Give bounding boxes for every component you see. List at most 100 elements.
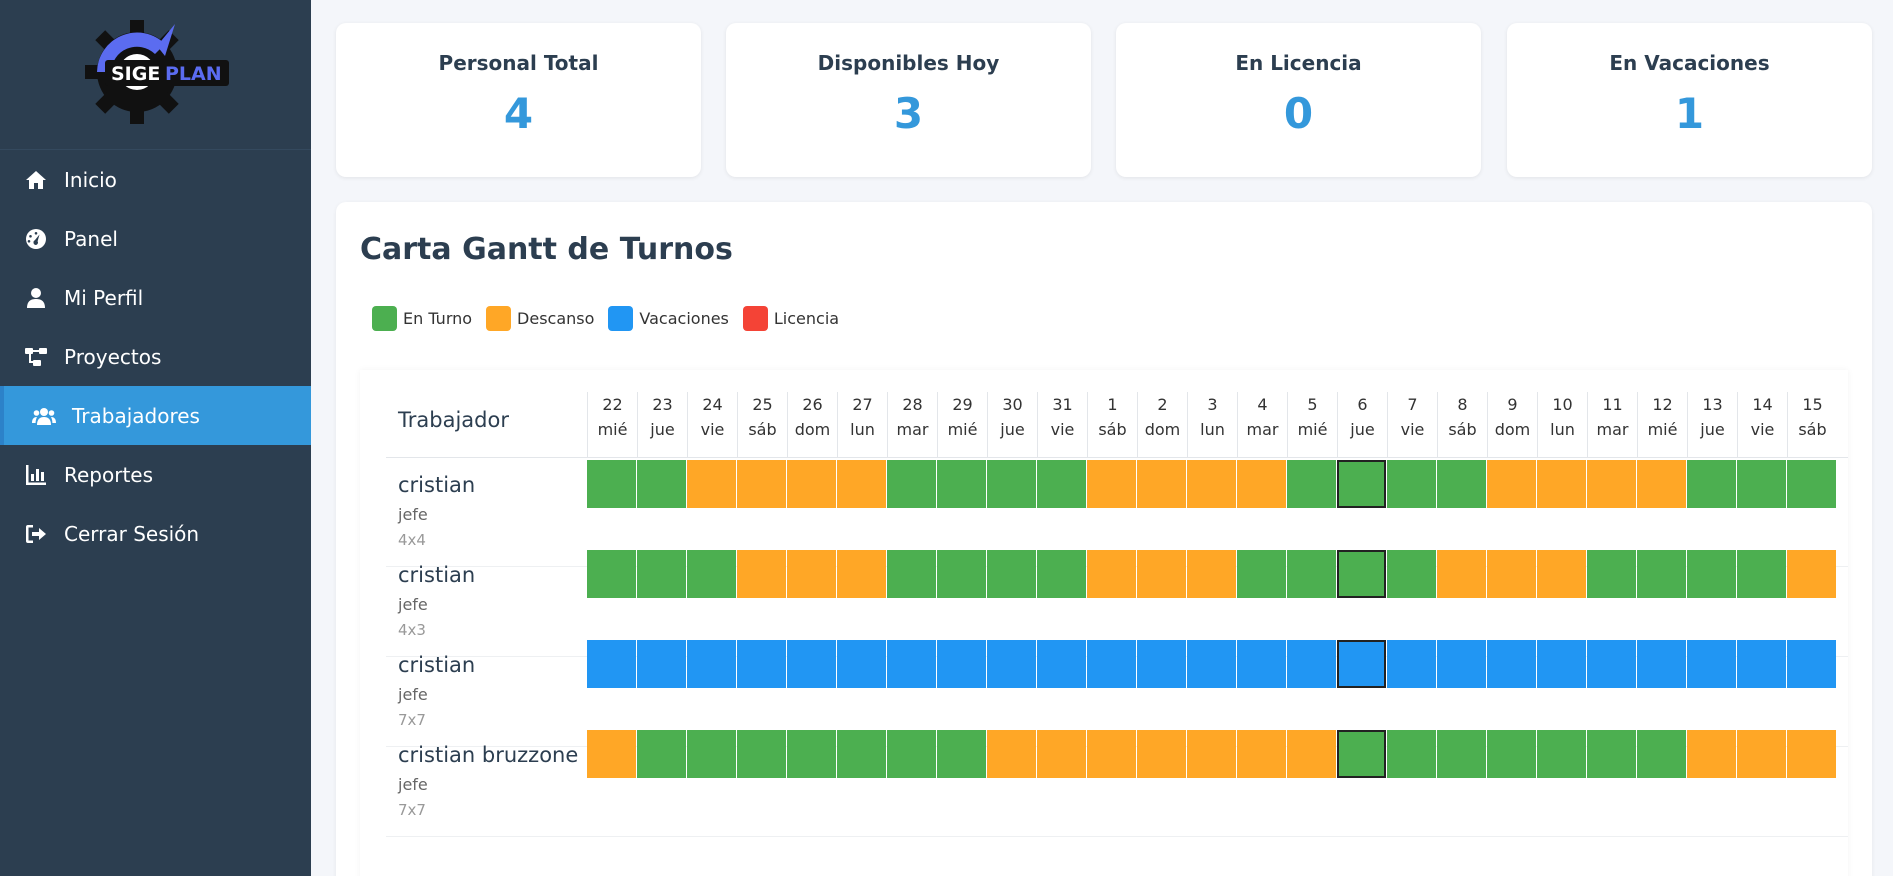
shift-cell[interactable] <box>887 730 936 778</box>
shift-cell[interactable] <box>737 640 786 688</box>
shift-cell[interactable] <box>1237 460 1286 508</box>
shift-cell[interactable] <box>1637 550 1686 598</box>
shift-cell[interactable] <box>687 460 736 508</box>
shift-cell[interactable] <box>987 550 1036 598</box>
shift-cell[interactable] <box>1537 730 1586 778</box>
shift-cell[interactable] <box>1437 730 1486 778</box>
shift-cell[interactable] <box>987 460 1036 508</box>
shift-cell[interactable] <box>1587 640 1636 688</box>
shift-cell[interactable] <box>1437 640 1486 688</box>
shift-cell[interactable] <box>637 640 686 688</box>
shift-cell[interactable] <box>587 550 636 598</box>
shift-cell[interactable] <box>637 460 686 508</box>
shift-cell[interactable] <box>787 640 836 688</box>
shift-cell[interactable] <box>1587 550 1636 598</box>
shift-cell[interactable] <box>937 550 986 598</box>
shift-cell[interactable] <box>937 460 986 508</box>
shift-cell[interactable] <box>1437 460 1486 508</box>
shift-cell[interactable] <box>837 730 886 778</box>
shift-cell[interactable] <box>1237 550 1286 598</box>
sidebar-item-reportes[interactable]: Reportes <box>0 445 311 504</box>
shift-cell[interactable] <box>787 460 836 508</box>
shift-cell[interactable] <box>687 550 736 598</box>
shift-cell[interactable] <box>1687 640 1736 688</box>
shift-cell[interactable] <box>1287 640 1336 688</box>
shift-cell[interactable] <box>987 640 1036 688</box>
shift-cell[interactable] <box>1187 640 1236 688</box>
shift-cell[interactable] <box>637 550 686 598</box>
sidebar-item-inicio[interactable]: Inicio <box>0 150 311 209</box>
shift-cell[interactable] <box>1287 730 1336 778</box>
shift-cell[interactable] <box>1587 730 1636 778</box>
shift-cell[interactable] <box>837 460 886 508</box>
shift-cell[interactable] <box>587 640 636 688</box>
shift-cell[interactable] <box>1787 550 1836 598</box>
shift-cell[interactable] <box>1287 550 1336 598</box>
shift-cell[interactable] <box>1337 640 1386 688</box>
shift-cell[interactable] <box>1087 730 1136 778</box>
sidebar-item-trabajadores[interactable]: Trabajadores <box>0 386 311 445</box>
shift-cell[interactable] <box>637 730 686 778</box>
shift-cell[interactable] <box>837 550 886 598</box>
sidebar-item-proyectos[interactable]: Proyectos <box>0 327 311 386</box>
shift-cell[interactable] <box>1387 730 1436 778</box>
shift-cell[interactable] <box>1687 550 1736 598</box>
shift-cell[interactable] <box>1137 550 1186 598</box>
shift-cell[interactable] <box>1487 550 1536 598</box>
shift-cell[interactable] <box>1737 460 1786 508</box>
shift-cell[interactable] <box>1737 640 1786 688</box>
shift-cell[interactable] <box>937 640 986 688</box>
shift-cell[interactable] <box>1787 730 1836 778</box>
shift-cell[interactable] <box>1637 640 1686 688</box>
shift-cell[interactable] <box>687 730 736 778</box>
shift-cell[interactable] <box>687 640 736 688</box>
shift-cell[interactable] <box>787 550 836 598</box>
shift-cell[interactable] <box>1287 460 1336 508</box>
shift-cell[interactable] <box>1537 640 1586 688</box>
shift-cell[interactable] <box>1087 550 1136 598</box>
shift-cell[interactable] <box>737 730 786 778</box>
shift-cell[interactable] <box>787 730 836 778</box>
shift-cell[interactable] <box>887 550 936 598</box>
shift-cell[interactable] <box>1787 460 1836 508</box>
shift-cell[interactable] <box>1487 730 1536 778</box>
shift-cell[interactable] <box>1687 730 1736 778</box>
shift-cell[interactable] <box>1037 730 1086 778</box>
shift-cell[interactable] <box>1537 550 1586 598</box>
sidebar-item-cerrar-sesion[interactable]: Cerrar Sesión <box>0 504 311 563</box>
shift-cell[interactable] <box>1187 730 1236 778</box>
sidebar-item-panel[interactable]: Panel <box>0 209 311 268</box>
shift-cell[interactable] <box>1337 550 1386 598</box>
shift-cell[interactable] <box>1487 460 1536 508</box>
shift-cell[interactable] <box>1237 730 1286 778</box>
shift-cell[interactable] <box>887 460 936 508</box>
shift-cell[interactable] <box>1037 460 1086 508</box>
sigeplan-logo[interactable]: SIGE PLAN <box>75 16 235 126</box>
shift-cell[interactable] <box>1687 460 1736 508</box>
shift-cell[interactable] <box>1637 730 1686 778</box>
shift-cell[interactable] <box>1587 460 1636 508</box>
shift-cell[interactable] <box>987 730 1036 778</box>
shift-cell[interactable] <box>1187 460 1236 508</box>
shift-cell[interactable] <box>1787 640 1836 688</box>
shift-cell[interactable] <box>587 730 636 778</box>
shift-cell[interactable] <box>1387 550 1436 598</box>
shift-cell[interactable] <box>1037 550 1086 598</box>
shift-cell[interactable] <box>1337 460 1386 508</box>
shift-cell[interactable] <box>1737 730 1786 778</box>
shift-cell[interactable] <box>1537 460 1586 508</box>
shift-cell[interactable] <box>1237 640 1286 688</box>
shift-cell[interactable] <box>1137 460 1186 508</box>
shift-cell[interactable] <box>1137 640 1186 688</box>
shift-cell[interactable] <box>1387 640 1436 688</box>
shift-cell[interactable] <box>1487 640 1536 688</box>
shift-cell[interactable] <box>737 460 786 508</box>
shift-cell[interactable] <box>1737 550 1786 598</box>
shift-cell[interactable] <box>1087 640 1136 688</box>
shift-cell[interactable] <box>1037 640 1086 688</box>
shift-cell[interactable] <box>1187 550 1236 598</box>
shift-cell[interactable] <box>887 640 936 688</box>
gantt-table[interactable]: Trabajador 22 mié 23 jue 24 vie 25 sáb 26 dom 27 lu… <box>360 370 1848 876</box>
shift-cell[interactable] <box>1637 460 1686 508</box>
shift-cell[interactable] <box>737 550 786 598</box>
